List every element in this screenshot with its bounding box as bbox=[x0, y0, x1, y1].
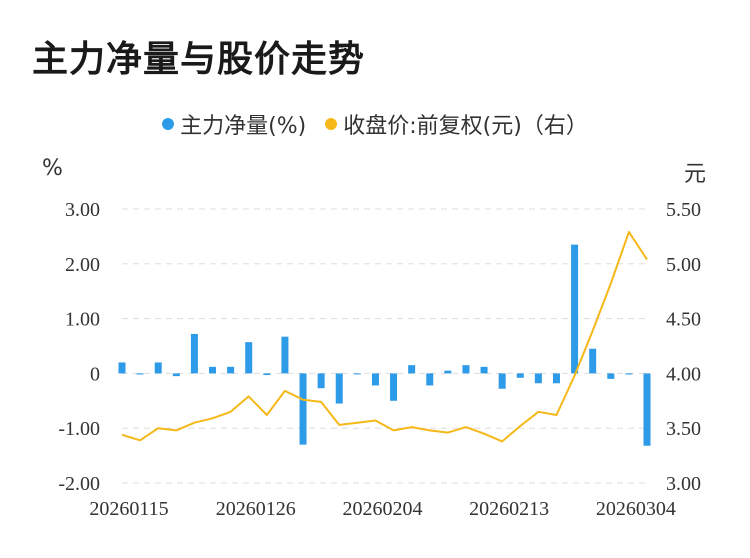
bar bbox=[552, 373, 560, 384]
y-left-tick-label: 2.00 bbox=[65, 254, 100, 276]
y-right-tick-label: 3.50 bbox=[666, 418, 701, 440]
bar bbox=[281, 336, 289, 374]
legend-dot-yellow-icon bbox=[325, 118, 338, 130]
y-right-tick-label: 4.00 bbox=[666, 363, 701, 385]
bar bbox=[190, 333, 198, 374]
y-right-tick-label: 5.50 bbox=[666, 199, 701, 221]
price-line bbox=[121, 231, 648, 443]
x-tick-label: 20260213 bbox=[469, 498, 549, 520]
bar bbox=[390, 373, 398, 401]
bar bbox=[426, 373, 434, 386]
bar bbox=[480, 366, 488, 374]
bar bbox=[263, 373, 271, 376]
legend-dot-blue-icon bbox=[162, 118, 175, 130]
x-tick-label: 20260115 bbox=[89, 498, 168, 520]
left-axis-unit: % bbox=[42, 156, 63, 181]
bar bbox=[371, 373, 379, 386]
x-tick-label: 20260204 bbox=[342, 498, 422, 520]
bar bbox=[408, 365, 416, 374]
y-right-tick-label: 5.00 bbox=[666, 254, 701, 276]
bar bbox=[154, 362, 162, 374]
legend-item-main-net[interactable]: 主力净量(%) bbox=[162, 108, 306, 140]
y-left-tick-label: -1.00 bbox=[58, 418, 100, 440]
chart-title: 主力净量与股价走势 bbox=[32, 39, 366, 80]
bar bbox=[462, 365, 470, 374]
bar bbox=[317, 373, 325, 389]
bar bbox=[245, 342, 253, 374]
legend-label-main-net: 主力净量(%) bbox=[180, 114, 307, 139]
y-left-tick-label: 1.00 bbox=[65, 309, 100, 331]
bar bbox=[571, 244, 579, 374]
bar bbox=[643, 373, 651, 446]
bar bbox=[625, 373, 633, 375]
bar bbox=[353, 373, 361, 375]
x-tick-label: 20260126 bbox=[216, 498, 296, 520]
bar bbox=[299, 373, 307, 445]
y-right-tick-label: 3.00 bbox=[666, 473, 701, 495]
bar bbox=[534, 373, 542, 384]
right-axis-unit: 元 bbox=[684, 162, 707, 187]
x-tick-label: 20260304 bbox=[596, 498, 676, 520]
bar bbox=[516, 373, 524, 378]
bar bbox=[335, 373, 343, 404]
bar bbox=[498, 373, 506, 389]
bar bbox=[227, 366, 235, 374]
bar bbox=[136, 373, 144, 375]
legend-label-close-price: 收盘价:前复权(元)（右） bbox=[343, 114, 588, 139]
bar bbox=[444, 370, 452, 374]
bar bbox=[607, 373, 615, 379]
y-left-tick-label: -2.00 bbox=[58, 473, 100, 495]
y-right-tick-label: 4.50 bbox=[666, 309, 701, 331]
bar bbox=[589, 348, 597, 374]
bar bbox=[209, 366, 217, 374]
legend: 主力净量(%) 收盘价:前复权(元)（右） bbox=[0, 108, 750, 140]
bar bbox=[172, 373, 180, 377]
legend-item-close-price[interactable]: 收盘价:前复权(元)（右） bbox=[325, 108, 588, 140]
y-left-tick-label: 3.00 bbox=[65, 199, 100, 221]
y-left-tick-label: 0 bbox=[90, 363, 100, 385]
bar bbox=[118, 362, 126, 374]
